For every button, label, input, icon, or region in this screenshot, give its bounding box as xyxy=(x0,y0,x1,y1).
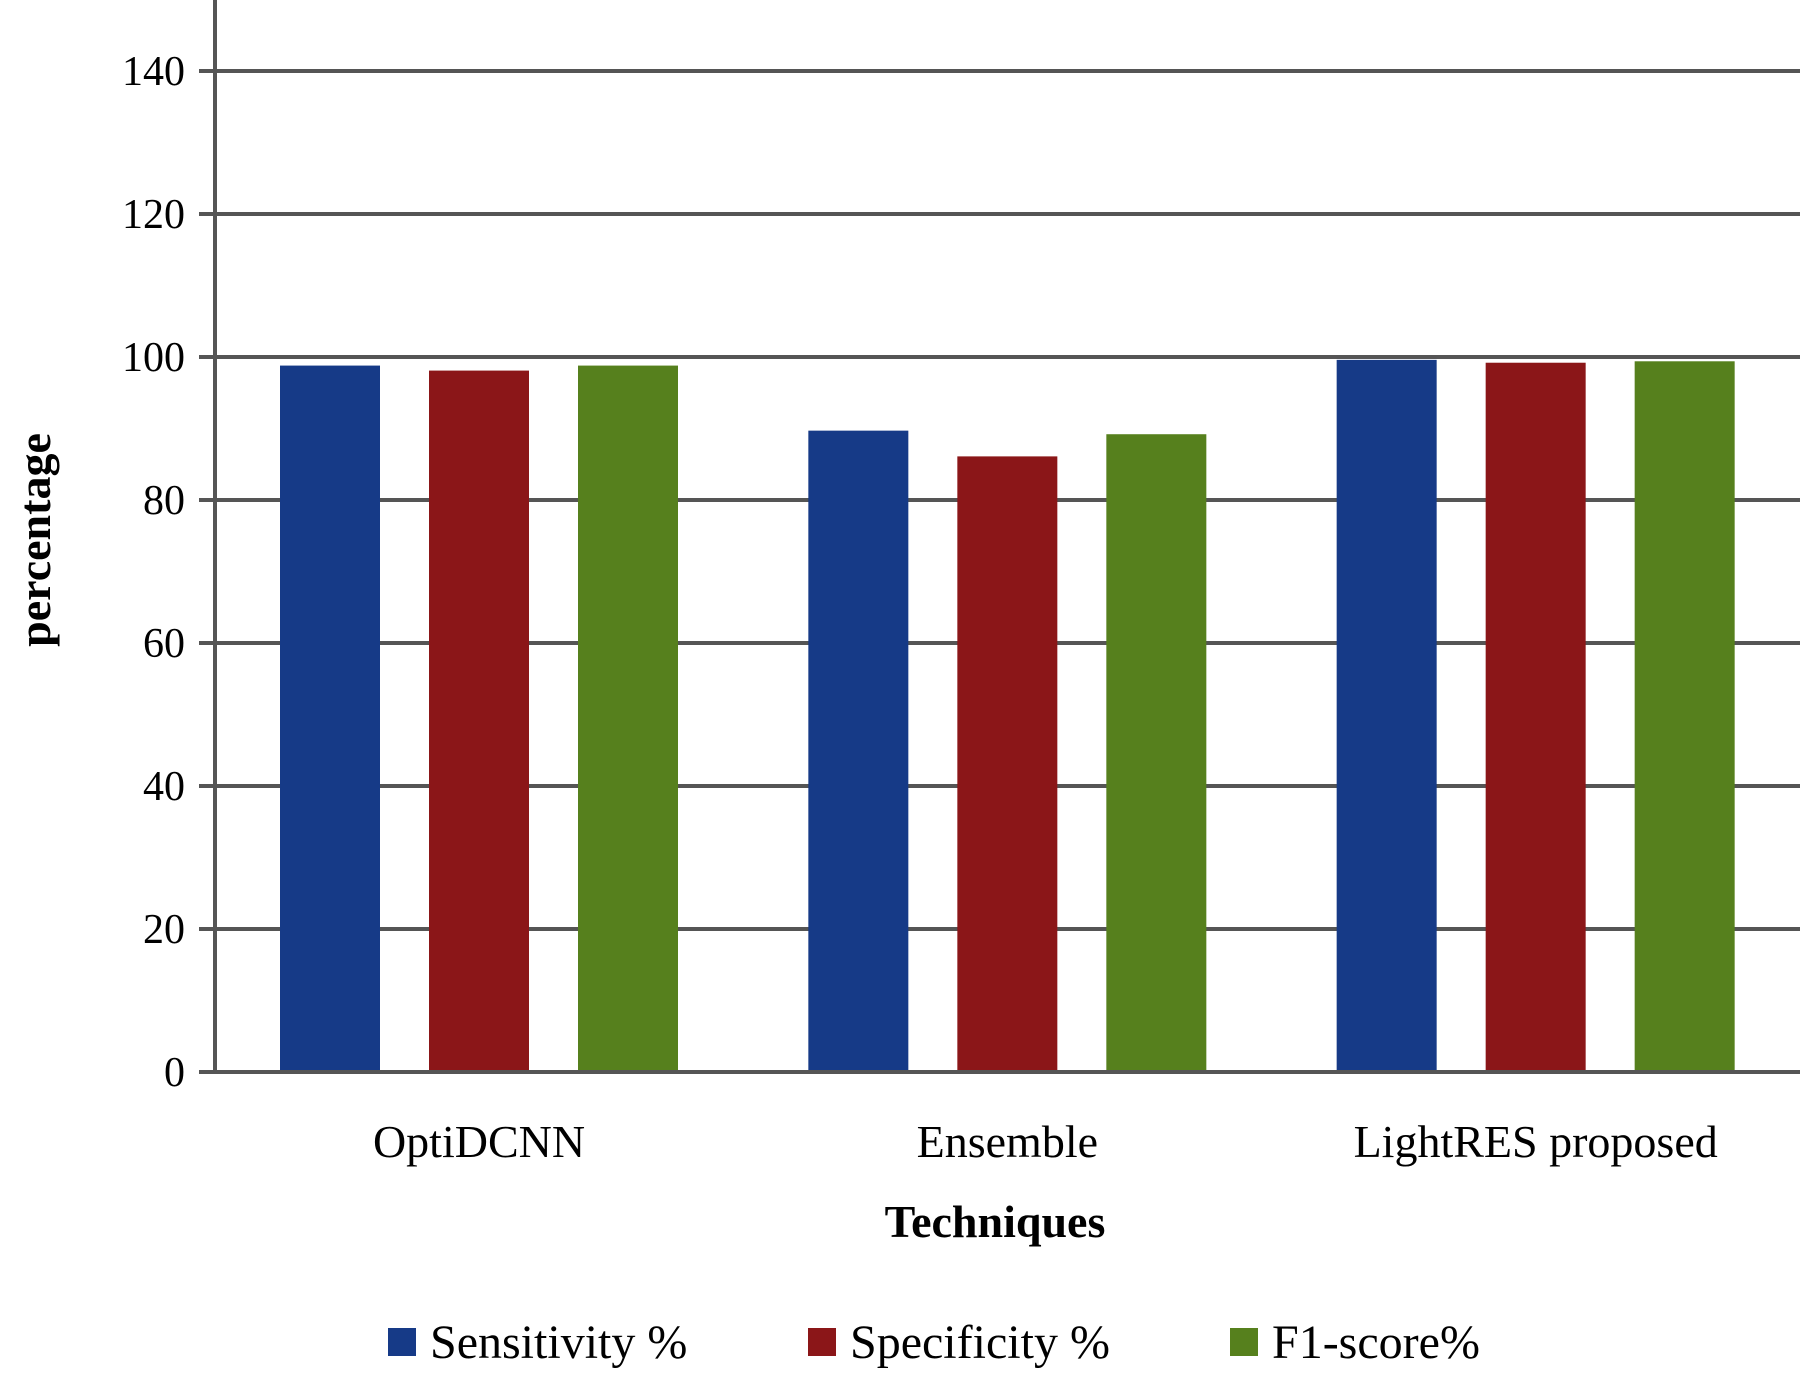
y-tick-label-20: 20 xyxy=(143,907,185,953)
y-tick-label-60: 60 xyxy=(143,621,185,667)
bar-lightres-proposed-1 xyxy=(1336,359,1437,1072)
legend-swatch-2 xyxy=(808,1328,836,1356)
legend-swatch-3 xyxy=(1230,1328,1258,1356)
x-category-label: OptiDCNN xyxy=(373,1116,585,1167)
labels: 0 20 40 60 80 100 120 140 OptiDCNN Ensemble LightR… xyxy=(122,49,1718,1167)
y-tick-label-80: 80 xyxy=(143,478,185,524)
legend: Sensitivity % Specificity % F1-score% xyxy=(388,1316,1480,1369)
x-category-label: Ensemble xyxy=(917,1116,1098,1167)
x-category-label: LightRES proposed xyxy=(1354,1116,1718,1167)
y-tick-label-140: 140 xyxy=(122,49,185,95)
bar-optidcnn-2 xyxy=(429,370,529,1073)
bar-lightres-proposed-2 xyxy=(1485,362,1586,1073)
axes xyxy=(199,0,1800,1074)
y-axis-title: percentage xyxy=(9,433,60,647)
legend-label-3: F1-score% xyxy=(1272,1316,1480,1369)
bar-optidcnn-3 xyxy=(578,365,678,1073)
legend-label-2: Specificity % xyxy=(850,1316,1110,1369)
y-tick-label-100: 100 xyxy=(122,335,185,381)
bar-optidcnn-1 xyxy=(280,365,380,1073)
bar-ensemble-2 xyxy=(957,456,1058,1072)
bar-ensemble-3 xyxy=(1106,434,1207,1073)
bar-ensemble-1 xyxy=(808,430,909,1072)
x-axis-title: Techniques xyxy=(885,1196,1106,1247)
y-tick-label-0: 0 xyxy=(164,1050,185,1096)
bar-lightres-proposed-3 xyxy=(1634,361,1735,1072)
legend-swatch-1 xyxy=(388,1328,416,1356)
y-tick-label-40: 40 xyxy=(143,764,185,810)
legend-label-1: Sensitivity % xyxy=(430,1316,687,1369)
bars xyxy=(280,359,1735,1073)
y-tick-label-120: 120 xyxy=(122,192,185,238)
